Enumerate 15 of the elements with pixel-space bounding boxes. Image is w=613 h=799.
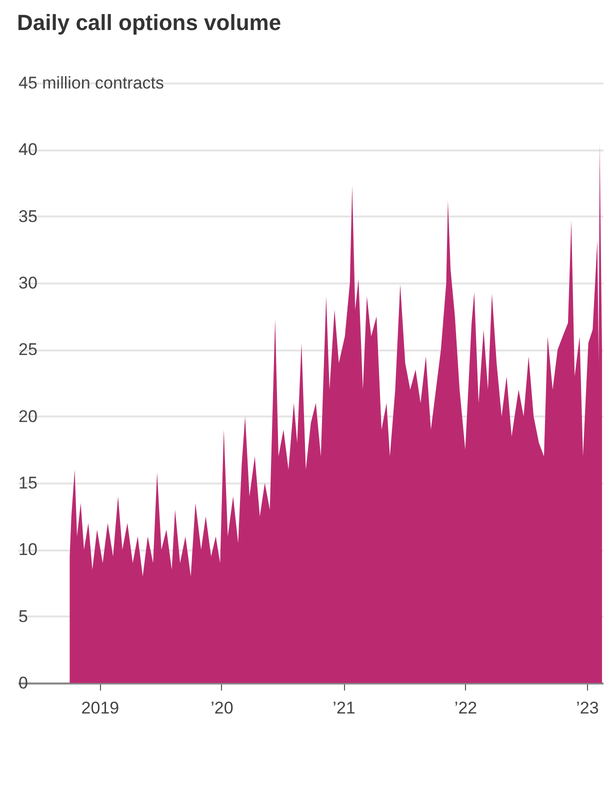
y-tick-label: 20 (18, 407, 38, 426)
chart-title: Daily call options volume (17, 10, 282, 36)
y-tick-label: 5 (18, 607, 28, 626)
y-tick-label: 15 (18, 474, 38, 493)
x-tick-label: ’23 (576, 698, 599, 718)
y-tick-label: 40 (18, 140, 38, 160)
y-tick-label: 10 (18, 540, 38, 560)
x-tick-label: ’22 (454, 698, 478, 718)
y-tick-label: 25 (18, 340, 38, 360)
x-tick-label: ’21 (332, 698, 356, 718)
y-tick-label: 45 million contracts (18, 74, 164, 93)
x-tick-label: 2019 (81, 698, 120, 718)
y-tick-label: 35 (18, 207, 38, 226)
x-tick-label: ’20 (210, 698, 234, 718)
y-tick-label: 30 (18, 274, 38, 293)
